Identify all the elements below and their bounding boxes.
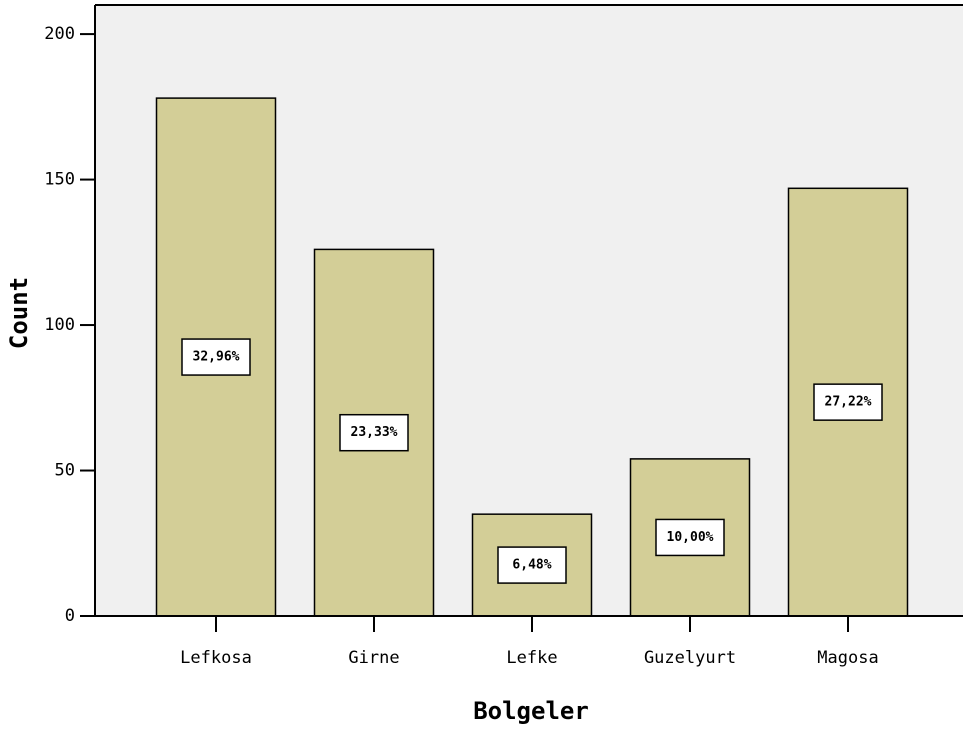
y-tick-label: 50 bbox=[55, 461, 75, 481]
x-axis-title: Bolgeler bbox=[473, 697, 589, 725]
y-tick-label: 0 bbox=[65, 606, 75, 626]
x-tick-label: Lefkosa bbox=[180, 648, 252, 668]
data-label: 6,48% bbox=[512, 558, 551, 573]
label-box bbox=[339, 413, 409, 452]
y-tick-label: 200 bbox=[44, 24, 75, 44]
label-box bbox=[181, 338, 251, 376]
data-label: 32,96% bbox=[193, 350, 240, 365]
y-tick-label: 150 bbox=[44, 170, 75, 190]
label-box bbox=[813, 383, 883, 421]
y-tick-label: 100 bbox=[44, 315, 75, 335]
label-box bbox=[497, 546, 567, 584]
x-tick-label: Magosa bbox=[817, 648, 878, 668]
x-tick-label: Lefke bbox=[506, 648, 557, 668]
data-label: 10,00% bbox=[667, 530, 714, 545]
data-label: 27,22% bbox=[825, 395, 872, 410]
label-box bbox=[655, 518, 725, 557]
data-label: 23,33% bbox=[351, 425, 398, 440]
x-tick-label: Guzelyurt bbox=[644, 648, 736, 668]
y-axis-title: Count bbox=[5, 277, 33, 349]
x-tick-label: Girne bbox=[348, 648, 399, 668]
